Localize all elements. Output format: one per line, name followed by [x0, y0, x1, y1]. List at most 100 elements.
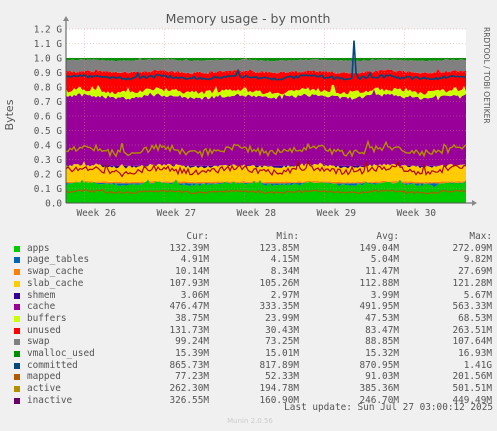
legend-series-name: active: [27, 383, 61, 395]
header-min: Min:: [276, 231, 299, 242]
legend-row-inactive: inactive 326.55M 160.90M 246.70M 449.49M: [12, 395, 497, 407]
legend-cur-value: 38.75M: [175, 312, 209, 324]
legend-swatch: [14, 351, 20, 357]
legend-max-value: 5.67M: [463, 289, 492, 301]
legend-avg-value: 83.47M: [365, 324, 399, 336]
legend-row-mapped: mapped 77.23M 52.33M 91.03M 201.56M: [12, 371, 497, 383]
legend-swatch: [14, 339, 20, 346]
legend-min-value: 160.90M: [259, 394, 299, 406]
legend-swatch: [14, 386, 20, 393]
legend-series-name: page_tables: [27, 254, 90, 266]
y-axis-arrow: [63, 16, 69, 21]
legend-series-name: swap: [27, 336, 50, 348]
legend-swatch: [14, 362, 20, 369]
legend-max-value: 107.64M: [452, 336, 492, 348]
header-avg: Avg:: [376, 231, 399, 242]
y-tick-label: 0.5 G: [34, 126, 63, 137]
legend-avg-value: 5.04M: [370, 254, 399, 266]
legend-cur-value: 262.30M: [169, 383, 209, 395]
legend-min-value: 333.35M: [259, 301, 299, 313]
y-tick-label: 0.1 G: [34, 184, 63, 195]
legend-series-name: shmem: [27, 289, 56, 301]
legend-avg-value: 88.85M: [365, 336, 399, 348]
legend-row-cache: cache 476.47M 333.35M 491.95M 563.33M: [12, 301, 497, 313]
legend-avg-value: 91.03M: [365, 371, 399, 383]
legend-cur-value: 131.73M: [169, 324, 209, 336]
x-axis-arrow: [472, 200, 477, 206]
legend-avg-value: 112.88M: [359, 277, 399, 289]
legend-avg-value: 3.99M: [370, 289, 399, 301]
legend-cur-value: 326.55M: [169, 394, 209, 406]
legend-row-shmem: shmem 3.06M 2.97M 3.99M 5.67M: [12, 290, 497, 302]
munin-version-text: Munin 2.0.56: [227, 417, 273, 425]
legend-avg-value: 870.95M: [359, 359, 399, 371]
y-tick-label: 0.9 G: [34, 68, 63, 79]
legend-avg-value: 11.47M: [365, 266, 399, 278]
legend-row-page-tables: page_tables 4.91M 4.15M 5.04M 9.82M: [12, 254, 497, 266]
y-axis-label: Bytes: [3, 99, 16, 130]
legend-min-value: 8.34M: [270, 266, 299, 278]
legend-min-value: 105.26M: [259, 277, 299, 289]
legend-row-buffers: buffers 38.75M 23.99M 47.53M 68.53M: [12, 313, 497, 325]
legend-row-unused: unused 131.73M 30.43M 83.47M 263.51M: [12, 325, 497, 337]
legend-series-name: committed: [27, 359, 78, 371]
legend-swatch: [14, 269, 20, 276]
legend-swatch: [14, 280, 20, 287]
y-tick-label: 0.6 G: [34, 112, 63, 123]
legend-series-name: inactive: [27, 394, 73, 406]
legend-max-value: 121.28M: [452, 277, 492, 289]
y-tick-label: 0.4 G: [34, 141, 63, 152]
legend-row-swap: swap 99.24M 73.25M 88.85M 107.64M: [12, 336, 497, 348]
legend-max-value: 68.53M: [458, 312, 492, 324]
legend-max-value: 263.51M: [452, 324, 492, 336]
legend-swatch: [14, 327, 20, 334]
line-committed: [65, 40, 467, 81]
header-cur: Cur:: [186, 231, 209, 242]
legend-series-name: slab_cache: [27, 277, 84, 289]
legend-series-name: cache: [27, 301, 56, 313]
legend-cur-value: 865.73M: [169, 359, 209, 371]
legend-max-value: 27.69M: [458, 266, 492, 278]
legend-row-slab-cache: slab_cache 107.93M 105.26M 112.88M 121.28M: [12, 278, 497, 290]
last-update-text: Last update: Sun Jul 27 03:00:12 2025: [284, 402, 493, 413]
legend-series-name: unused: [27, 324, 61, 336]
x-tick-label: Week 26: [77, 208, 117, 219]
legend-swatch: [14, 397, 20, 404]
legend-min-value: 4.15M: [270, 254, 299, 266]
y-tick-label: 0.0: [45, 199, 62, 210]
legend-min-value: 123.85M: [259, 242, 299, 254]
legend-series-name: swap_cache: [27, 266, 84, 278]
legend-max-value: 201.56M: [452, 371, 492, 383]
legend-row-active: active 262.30M 194.78M 385.36M 501.51M: [12, 383, 497, 395]
memory-chart: Memory usage - by month Bytes RRDTOOL / …: [3, 11, 491, 219]
legend-cur-value: 99.24M: [175, 336, 209, 348]
y-tick-label: 0.3 G: [34, 155, 63, 166]
chart-title: Memory usage - by month: [166, 11, 331, 26]
y-tick-label: 0.2 G: [34, 170, 63, 181]
legend-swatch: [14, 304, 20, 311]
area-swap: [66, 58, 466, 75]
legend-avg-value: 149.04M: [359, 242, 399, 254]
legend-max-value: 9.82M: [463, 254, 492, 266]
rrdtool-credit-label: RRDTOOL / TOBI OETIKER: [482, 27, 491, 124]
legend-swatch: [14, 315, 20, 322]
legend-series-name: buffers: [27, 312, 67, 324]
y-tick-label: 1.2 G: [34, 25, 63, 36]
legend-avg-value: 491.95M: [359, 301, 399, 313]
legend-cur-value: 10.14M: [175, 266, 209, 278]
legend-swatch: [14, 374, 20, 381]
legend-cur-value: 4.91M: [180, 254, 209, 266]
legend-swatch: [14, 292, 20, 299]
legend-avg-value: 15.32M: [365, 348, 399, 359]
legend-avg-value: 47.53M: [365, 312, 399, 324]
legend-row-committed: committed 865.73M 817.89M 870.95M 1.41G: [12, 360, 497, 372]
legend-cur-value: 77.23M: [175, 371, 209, 383]
legend-cur-value: 3.06M: [180, 289, 209, 301]
area-buffers: [66, 84, 466, 101]
legend-row-apps: apps 132.39M 123.85M 149.04M 272.09M: [12, 243, 497, 255]
legend-min-value: 15.01M: [265, 348, 299, 359]
header-max: Max:: [469, 231, 492, 242]
y-tick-label: 0.8 G: [34, 83, 63, 94]
legend-max-value: 501.51M: [452, 383, 492, 395]
legend-cur-value: 132.39M: [169, 242, 209, 254]
